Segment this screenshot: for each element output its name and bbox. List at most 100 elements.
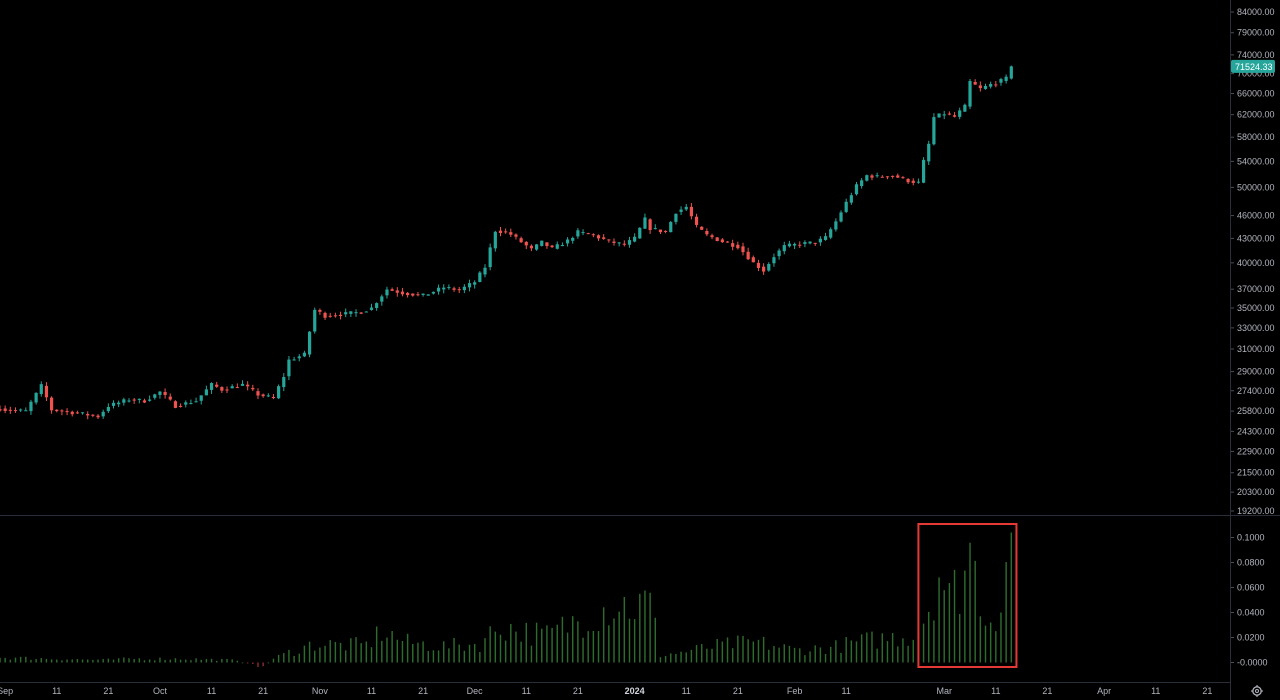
indicator-bar [504, 640, 507, 663]
candle [989, 81, 993, 89]
candle [550, 244, 554, 249]
indicator-bar [964, 570, 966, 663]
candle [854, 181, 859, 196]
indicator-bar [907, 645, 909, 663]
indicator-bar [4, 657, 6, 663]
indicator-bar [793, 647, 796, 663]
candle [999, 77, 1003, 86]
candle [369, 303, 374, 311]
indicator-bar [711, 648, 713, 663]
candle [694, 213, 699, 228]
indicator-bar [190, 660, 192, 663]
price-tick-label: 50000.00 [1237, 182, 1275, 192]
candle [235, 383, 239, 389]
indicator-bar [933, 620, 935, 663]
candle [983, 83, 988, 90]
price-tick-label: 21500.00 [1237, 468, 1275, 478]
candle [576, 228, 580, 239]
candle [24, 407, 28, 412]
candle [86, 411, 90, 420]
time-tick-label: 11 [367, 686, 376, 696]
indicator-bar [995, 631, 997, 663]
time-tick-label: 11 [207, 686, 216, 696]
candle [411, 293, 415, 297]
candle [96, 414, 100, 419]
indicator-bar [881, 633, 884, 663]
indicator-bar [953, 569, 956, 663]
candle [44, 382, 49, 402]
candle [725, 241, 730, 243]
candle [153, 393, 157, 400]
indicator-bar [133, 659, 135, 663]
indicator-bar [159, 657, 161, 663]
price-axis[interactable]: 84000.00 79000.00 74000.00 70000.00 66000.00… [1230, 7, 1275, 516]
time-tick-label: 21 [258, 686, 268, 696]
candle [349, 311, 353, 317]
indicator-bar [25, 656, 27, 663]
candle [416, 292, 420, 297]
price-tick-label: 58000.00 [1237, 132, 1275, 142]
indicator-bar [19, 656, 22, 663]
indicator-bar [329, 640, 331, 663]
candle [194, 397, 198, 403]
indicator-bar [618, 611, 620, 663]
indicator-bar [757, 639, 760, 663]
candle [225, 386, 229, 393]
price-tick-label: 70000.00 [1237, 69, 1275, 79]
candle [359, 311, 363, 315]
indicator-bar [432, 650, 435, 663]
candle [498, 226, 503, 237]
indicator-bar [943, 590, 945, 663]
indicator-bar [401, 640, 404, 663]
candle [287, 356, 291, 381]
candle [13, 407, 18, 413]
indicator-bar [829, 646, 832, 663]
candle [932, 113, 936, 146]
settings-button[interactable] [1251, 685, 1263, 697]
indicator-bar [912, 639, 914, 663]
price-tick-label: 31000.00 [1237, 344, 1275, 354]
candle [633, 233, 637, 243]
indicator-bar [381, 640, 383, 663]
indicator-bar [458, 644, 460, 663]
indicator-bar [40, 658, 42, 663]
indicator-bar [716, 638, 718, 663]
candle [184, 400, 188, 408]
time-tick-label: 2024 [625, 686, 645, 696]
indicator-bar [185, 659, 187, 663]
indicator-bar [81, 659, 84, 663]
price-pane[interactable] [0, 65, 1013, 420]
candle [117, 400, 121, 408]
indicator-bar [680, 651, 682, 663]
candle [813, 242, 817, 246]
indicator-bar [463, 650, 466, 663]
candle [860, 177, 864, 189]
candle [19, 408, 23, 412]
candle [318, 308, 322, 315]
indicator-bar [324, 645, 326, 663]
indicator-bar [45, 658, 48, 663]
time-tick-label: 21 [573, 686, 583, 696]
indicator-pane[interactable] [0, 523, 1018, 668]
indicator-bar [840, 652, 842, 663]
candle [436, 284, 441, 295]
indicator-bar [860, 634, 863, 663]
candle [204, 385, 208, 396]
indicator-bar [396, 639, 399, 663]
candle [199, 395, 203, 405]
indicator-bar [226, 658, 228, 663]
indicator-bar [86, 659, 89, 663]
indicator-bar [623, 597, 626, 663]
candle [39, 381, 43, 397]
indicator-bar [56, 659, 58, 663]
candle [777, 248, 781, 260]
indicator-bar [922, 623, 925, 663]
indicator-bar [241, 662, 244, 664]
indicator-bar [422, 641, 424, 663]
indicator-bar [1005, 562, 1007, 663]
indicator-bar [989, 622, 992, 663]
indicator-bar [443, 641, 445, 663]
time-axis[interactable]: Sep 11 21 Oct 11 21 Nov 11 21 Dec 11 21 2024 11 21 Feb 1… [0, 686, 1212, 696]
indicator-bar [252, 662, 254, 664]
